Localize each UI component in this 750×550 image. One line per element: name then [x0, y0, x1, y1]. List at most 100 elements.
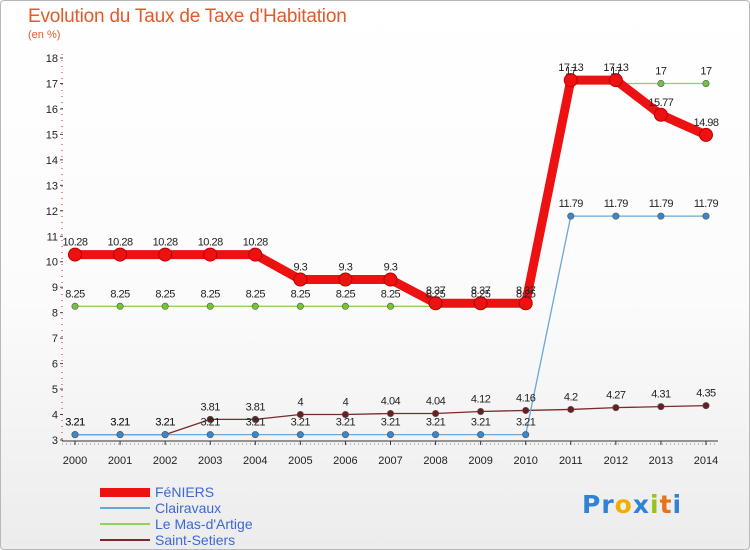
x-tick-label: 2012 [604, 455, 628, 467]
y-tick-label: 17 [46, 78, 58, 90]
data-point [296, 302, 304, 310]
data-point [477, 407, 485, 415]
legend-swatch [100, 507, 150, 509]
data-label: 10.28 [62, 237, 87, 249]
legend-label: Le Mas-d'Artige [155, 516, 253, 532]
data-label: 3.21 [291, 417, 311, 429]
logo-letter: i [672, 490, 683, 519]
data-label: 3.21 [426, 417, 446, 429]
data-label: 11.79 [649, 198, 674, 210]
data-label: 8.25 [336, 288, 356, 300]
legend-label: Saint-Setiers [155, 532, 236, 548]
data-label: 8.25 [155, 288, 175, 300]
y-tick-label: 10 [46, 257, 58, 269]
x-tick-label: 2003 [198, 455, 222, 467]
data-label: 3.21 [110, 417, 130, 429]
data-point [567, 405, 575, 413]
data-point [341, 411, 349, 419]
data-label: 10.28 [108, 237, 133, 249]
proxiti-logo: Proxiti [582, 490, 682, 519]
data-point [428, 296, 443, 311]
data-point [161, 302, 169, 310]
data-label: 3.21 [65, 417, 85, 429]
legend-swatch [100, 523, 150, 525]
data-point [563, 73, 578, 88]
x-tick-label: 2004 [243, 455, 267, 467]
x-tick-label: 2007 [378, 455, 402, 467]
data-label: 8.25 [246, 288, 266, 300]
logo-letter: x [632, 490, 650, 519]
data-label: 17.13 [603, 62, 628, 74]
y-tick-label: 8 [52, 308, 58, 320]
x-tick-label: 2008 [423, 455, 447, 467]
data-point [113, 247, 128, 262]
data-label: 3.21 [65, 417, 85, 429]
data-point [341, 302, 349, 310]
x-tick-label: 2013 [649, 455, 673, 467]
data-label: 11.79 [604, 198, 629, 210]
data-point [71, 431, 79, 439]
data-label: 8.25 [200, 288, 220, 300]
y-tick-label: 12 [46, 206, 58, 218]
axes: 3 4 5 6 7 8 9 10 11 12 13 14 15 16 17 18 2000 2001 2002 200… [46, 53, 718, 467]
legend-label: FéNIERS [155, 484, 215, 500]
data-label: 10.28 [243, 237, 268, 249]
data-point [161, 431, 169, 439]
data-point [158, 247, 173, 262]
data-label: 17.13 [558, 62, 583, 74]
x-tick-label: 2005 [288, 455, 312, 467]
y-tick-label: 7 [52, 333, 58, 345]
data-label: 3.21 [516, 417, 536, 429]
data-point [68, 247, 82, 262]
y-tick-label: 6 [52, 359, 58, 371]
data-label: 17 [610, 65, 622, 77]
data-label: 8.25 [110, 288, 130, 300]
data-point [206, 431, 214, 439]
data-label: 3.81 [200, 401, 220, 413]
y-tick-label: 16 [46, 104, 58, 116]
data-label: 3.21 [336, 417, 356, 429]
data-label: 4.12 [471, 393, 491, 405]
data-label: 4.35 [696, 388, 716, 400]
data-point [702, 402, 710, 410]
data-point [522, 431, 530, 439]
data-label: 3.21 [246, 417, 266, 429]
series-layer [68, 73, 713, 439]
data-label: 8.25 [291, 288, 311, 300]
logo-letter: t [659, 490, 673, 519]
y-tick-label: 15 [46, 129, 58, 141]
data-label: 9.3 [384, 262, 398, 274]
data-label: 8.25 [516, 288, 536, 300]
y-tick-label: 18 [46, 53, 58, 65]
x-tick-label: 2002 [153, 455, 177, 467]
y-tick-label: 5 [52, 384, 58, 396]
data-point [657, 79, 665, 87]
data-label: 3.21 [381, 417, 401, 429]
data-label: 10.28 [153, 237, 178, 249]
data-label: 3.21 [200, 417, 220, 429]
data-label: 4.16 [516, 392, 536, 404]
data-label: 15.77 [648, 97, 673, 109]
data-label: 9.3 [339, 262, 353, 274]
data-label: 8.25 [471, 288, 491, 300]
y-tick-label: 11 [47, 231, 58, 243]
data-label: 4.04 [426, 396, 446, 408]
logo-letter: o [614, 490, 633, 519]
data-point [702, 79, 710, 87]
data-point [567, 212, 575, 220]
y-tick-label: 14 [46, 155, 58, 167]
data-label: 17 [655, 65, 667, 77]
data-point [702, 212, 710, 220]
chart-title: Evolution du Taux de Taxe d'Habitation [28, 6, 347, 27]
data-point [251, 415, 259, 423]
data-label: 17 [700, 65, 712, 77]
y-unit-label: (en %) [28, 29, 61, 41]
data-point [657, 212, 665, 220]
x-tick-label: 2001 [108, 455, 132, 467]
data-label: 4.2 [564, 391, 578, 403]
logo-letter: i [649, 490, 660, 519]
data-point [251, 431, 259, 439]
data-point [612, 404, 620, 412]
data-point [477, 431, 485, 439]
